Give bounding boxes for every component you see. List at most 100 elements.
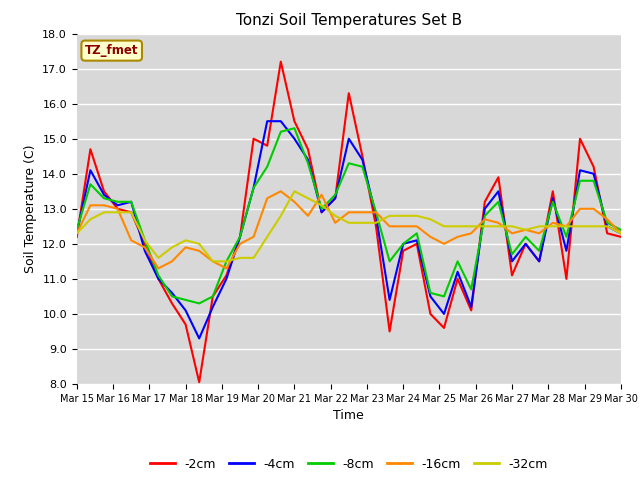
-4cm xyxy=(617,230,625,236)
-8cm xyxy=(195,300,203,306)
-2cm xyxy=(236,234,244,240)
-2cm xyxy=(617,234,625,240)
-4cm xyxy=(576,168,584,173)
X-axis label: Time: Time xyxy=(333,409,364,422)
-2cm xyxy=(604,230,611,236)
-2cm xyxy=(250,136,257,142)
-8cm xyxy=(617,227,625,233)
-2cm xyxy=(426,311,434,317)
-16cm xyxy=(250,234,257,240)
-16cm xyxy=(372,209,380,215)
-4cm xyxy=(86,168,94,173)
-16cm xyxy=(467,230,475,236)
-16cm xyxy=(223,265,230,271)
-32cm xyxy=(454,223,461,229)
-4cm xyxy=(264,118,271,124)
-8cm xyxy=(114,199,122,204)
-8cm xyxy=(264,164,271,169)
-2cm xyxy=(563,276,570,282)
Y-axis label: Soil Temperature (C): Soil Temperature (C) xyxy=(24,144,36,273)
-2cm xyxy=(454,276,461,282)
Text: TZ_fmet: TZ_fmet xyxy=(85,44,138,57)
-2cm xyxy=(386,328,394,334)
-4cm xyxy=(495,188,502,194)
-2cm xyxy=(372,223,380,229)
-4cm xyxy=(399,241,407,247)
-4cm xyxy=(549,195,557,201)
-8cm xyxy=(127,199,135,204)
-4cm xyxy=(345,136,353,142)
-2cm xyxy=(223,273,230,278)
-8cm xyxy=(86,181,94,187)
-16cm xyxy=(358,209,366,215)
-8cm xyxy=(209,293,216,300)
-2cm xyxy=(358,154,366,159)
-8cm xyxy=(291,125,298,131)
-2cm xyxy=(195,379,203,385)
-32cm xyxy=(209,258,216,264)
-2cm xyxy=(345,90,353,96)
-16cm xyxy=(168,258,176,264)
-8cm xyxy=(508,252,516,257)
-32cm xyxy=(576,223,584,229)
-32cm xyxy=(114,209,122,215)
-4cm xyxy=(604,223,611,229)
Line: -16cm: -16cm xyxy=(77,191,621,268)
-16cm xyxy=(413,223,420,229)
-8cm xyxy=(154,273,162,278)
-8cm xyxy=(481,213,489,219)
-4cm xyxy=(73,230,81,236)
-4cm xyxy=(358,157,366,163)
-32cm xyxy=(358,220,366,226)
-4cm xyxy=(563,248,570,254)
-32cm xyxy=(127,209,135,215)
-2cm xyxy=(440,325,448,331)
-2cm xyxy=(168,300,176,306)
Line: -2cm: -2cm xyxy=(77,61,621,382)
-16cm xyxy=(386,223,394,229)
-32cm xyxy=(332,213,339,219)
-4cm xyxy=(182,308,189,313)
-4cm xyxy=(426,293,434,300)
-32cm xyxy=(549,223,557,229)
-8cm xyxy=(454,258,461,264)
-4cm xyxy=(522,241,529,247)
-16cm xyxy=(440,241,448,247)
-2cm xyxy=(589,164,597,169)
-8cm xyxy=(413,230,420,236)
Legend: -2cm, -4cm, -8cm, -16cm, -32cm: -2cm, -4cm, -8cm, -16cm, -32cm xyxy=(145,453,553,476)
-8cm xyxy=(495,199,502,204)
Line: -4cm: -4cm xyxy=(77,121,621,338)
-8cm xyxy=(277,129,285,134)
-16cm xyxy=(236,241,244,247)
Line: -32cm: -32cm xyxy=(77,191,621,261)
-16cm xyxy=(617,230,625,236)
-32cm xyxy=(291,188,298,194)
-32cm xyxy=(563,223,570,229)
-4cm xyxy=(209,304,216,310)
-2cm xyxy=(141,241,148,247)
-8cm xyxy=(522,234,529,240)
-2cm xyxy=(277,59,285,64)
-32cm xyxy=(508,223,516,229)
-4cm xyxy=(277,118,285,124)
-4cm xyxy=(304,157,312,163)
-32cm xyxy=(141,238,148,243)
-32cm xyxy=(440,223,448,229)
-4cm xyxy=(317,209,325,215)
-32cm xyxy=(86,216,94,222)
-16cm xyxy=(86,203,94,208)
-32cm xyxy=(223,258,230,264)
-32cm xyxy=(264,234,271,240)
-8cm xyxy=(358,164,366,169)
-16cm xyxy=(317,192,325,198)
-16cm xyxy=(454,234,461,240)
-8cm xyxy=(604,220,611,226)
-16cm xyxy=(549,220,557,226)
-4cm xyxy=(100,192,108,198)
-16cm xyxy=(563,223,570,229)
-8cm xyxy=(426,290,434,296)
-8cm xyxy=(576,178,584,184)
-4cm xyxy=(114,203,122,208)
-8cm xyxy=(317,206,325,212)
